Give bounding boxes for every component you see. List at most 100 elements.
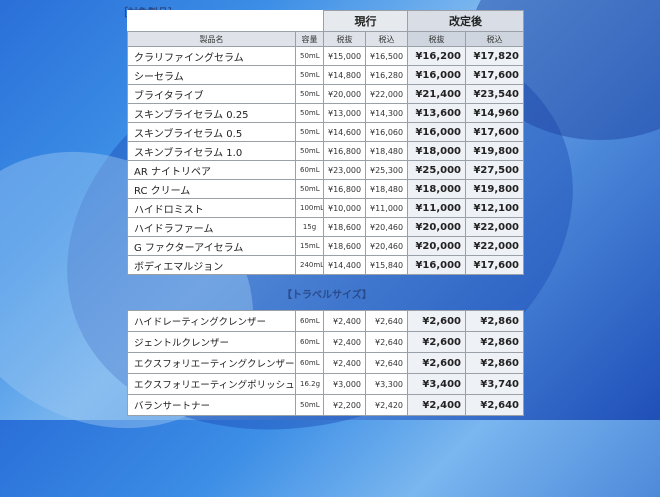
current-tax-excl-cell: ¥2,200: [323, 394, 366, 416]
product-name-cell: ハイドレーティングクレンザー: [127, 310, 296, 332]
product-name-cell: スキンブライセラム 1.0: [127, 141, 296, 161]
current-tax-excl-cell: ¥16,800: [323, 141, 366, 161]
capacity-cell: 50mL: [295, 84, 324, 104]
header-current-tax-excl: 税抜: [323, 31, 366, 47]
current-tax-excl-cell: ¥2,400: [323, 331, 366, 353]
new-tax-incl-cell: ¥2,860: [465, 331, 524, 353]
capacity-cell: 50mL: [295, 179, 324, 199]
table-row: スキンブライセラム 1.0 50mL ¥16,800 ¥18,480 ¥18,000 ¥1…: [127, 141, 524, 161]
capacity-cell: 60mL: [295, 352, 324, 374]
current-tax-excl-cell: ¥16,800: [323, 179, 366, 199]
current-tax-excl-cell: ¥3,000: [323, 373, 366, 395]
header-group-new: 改定後: [407, 10, 524, 32]
product-name-cell: ジェントルクレンザー: [127, 331, 296, 353]
current-tax-incl-cell: ¥3,300: [365, 373, 408, 395]
current-tax-incl-cell: ¥18,480: [365, 141, 408, 161]
new-tax-incl-cell: ¥19,800: [465, 179, 524, 199]
capacity-cell: 60mL: [295, 331, 324, 353]
current-tax-incl-cell: ¥25,300: [365, 160, 408, 180]
table-row: スキンブライセラム 0.25 50mL ¥13,000 ¥14,300 ¥13,600 ¥…: [127, 103, 524, 123]
current-tax-incl-cell: ¥18,480: [365, 179, 408, 199]
current-tax-incl-cell: ¥2,640: [365, 310, 408, 332]
new-tax-incl-cell: ¥2,860: [465, 310, 524, 332]
header-new-tax-excl: 税抜: [407, 31, 466, 47]
new-tax-excl-cell: ¥25,000: [407, 160, 466, 180]
product-name-cell: スキンブライセラム 0.5: [127, 122, 296, 142]
current-tax-excl-cell: ¥13,000: [323, 103, 366, 123]
current-tax-excl-cell: ¥2,400: [323, 310, 366, 332]
new-tax-excl-cell: ¥18,000: [407, 141, 466, 161]
current-tax-incl-cell: ¥20,460: [365, 236, 408, 256]
product-name-cell: スキンブライセラム 0.25: [127, 103, 296, 123]
current-tax-incl-cell: ¥11,000: [365, 198, 408, 218]
new-tax-excl-cell: ¥16,000: [407, 122, 466, 142]
new-tax-incl-cell: ¥22,000: [465, 217, 524, 237]
current-tax-excl-cell: ¥14,400: [323, 255, 366, 275]
header-current-tax-incl: 税込: [365, 31, 408, 47]
product-name-cell: ハイドラファーム: [127, 217, 296, 237]
product-name-cell: ボディエマルジョン: [127, 255, 296, 275]
table-row: エクスフォリエーティングポリッシュ 16.2g ¥3,000 ¥3,300 ¥3,400…: [127, 373, 524, 395]
product-name-cell: G ファクターアイセラム: [127, 236, 296, 256]
new-tax-excl-cell: ¥2,600: [407, 331, 466, 353]
new-tax-excl-cell: ¥16,000: [407, 255, 466, 275]
new-tax-incl-cell: ¥19,800: [465, 141, 524, 161]
product-name-cell: クラリファイングセラム: [127, 46, 296, 66]
current-tax-incl-cell: ¥15,840: [365, 255, 408, 275]
table-row: バランサートナー 50mL ¥2,200 ¥2,420 ¥2,400 ¥2,640: [127, 394, 524, 416]
table-row: ボディエマルジョン 240mL ¥14,400 ¥15,840 ¥16,000 ¥17,6…: [127, 255, 524, 275]
current-tax-incl-cell: ¥2,420: [365, 394, 408, 416]
product-name-cell: エクスフォリエーティングクレンザー: [127, 352, 296, 374]
new-tax-incl-cell: ¥22,000: [465, 236, 524, 256]
current-tax-excl-cell: ¥10,000: [323, 198, 366, 218]
table-row: ブライタライブ 50mL ¥20,000 ¥22,000 ¥21,400 ¥23,540: [127, 84, 524, 104]
current-tax-incl-cell: ¥16,280: [365, 65, 408, 85]
new-tax-incl-cell: ¥17,600: [465, 65, 524, 85]
table-row: AR ナイトリペア 60mL ¥23,000 ¥25,300 ¥25,000 ¥27,50…: [127, 160, 524, 180]
product-name-cell: バランサートナー: [127, 394, 296, 416]
current-tax-excl-cell: ¥2,400: [323, 352, 366, 374]
header-new-tax-incl: 税込: [465, 31, 524, 47]
current-tax-incl-cell: ¥16,500: [365, 46, 408, 66]
capacity-cell: 16.2g: [295, 373, 324, 395]
current-tax-excl-cell: ¥15,000: [323, 46, 366, 66]
current-tax-excl-cell: ¥18,600: [323, 236, 366, 256]
capacity-cell: 50mL: [295, 65, 324, 85]
header-capacity: 容量: [295, 31, 324, 47]
new-tax-excl-cell: ¥20,000: [407, 217, 466, 237]
products-price-table: 現行 改定後 製品名 容量 税抜 税込 税抜 税込 クラリファイングセラム 50m…: [127, 10, 524, 275]
product-name-cell: ブライタライブ: [127, 84, 296, 104]
new-tax-excl-cell: ¥3,400: [407, 373, 466, 395]
capacity-cell: 50mL: [295, 46, 324, 66]
new-tax-excl-cell: ¥2,400: [407, 394, 466, 416]
table-row: エクスフォリエーティングクレンザー 60mL ¥2,400 ¥2,640 ¥2,600 ¥…: [127, 352, 524, 374]
current-tax-excl-cell: ¥20,000: [323, 84, 366, 104]
new-tax-incl-cell: ¥14,960: [465, 103, 524, 123]
current-tax-incl-cell: ¥2,640: [365, 352, 408, 374]
current-tax-incl-cell: ¥22,000: [365, 84, 408, 104]
table-row: スキンブライセラム 0.5 50mL ¥14,600 ¥16,060 ¥16,000 ¥1…: [127, 122, 524, 142]
new-tax-excl-cell: ¥16,200: [407, 46, 466, 66]
new-tax-excl-cell: ¥21,400: [407, 84, 466, 104]
current-tax-excl-cell: ¥14,600: [323, 122, 366, 142]
new-tax-incl-cell: ¥17,600: [465, 255, 524, 275]
table-row: RC クリーム 50mL ¥16,800 ¥18,480 ¥18,000 ¥19,800: [127, 179, 524, 199]
product-name-cell: シーセラム: [127, 65, 296, 85]
new-tax-incl-cell: ¥27,500: [465, 160, 524, 180]
new-tax-excl-cell: ¥16,000: [407, 65, 466, 85]
current-tax-excl-cell: ¥18,600: [323, 217, 366, 237]
current-tax-incl-cell: ¥20,460: [365, 217, 408, 237]
capacity-cell: 50mL: [295, 141, 324, 161]
new-tax-excl-cell: ¥18,000: [407, 179, 466, 199]
new-tax-excl-cell: ¥11,000: [407, 198, 466, 218]
header-product-name: 製品名: [127, 31, 296, 47]
new-tax-incl-cell: ¥17,820: [465, 46, 524, 66]
table-row: G ファクターアイセラム 15mL ¥18,600 ¥20,460 ¥20,000 ¥22…: [127, 236, 524, 256]
travel-price-table: ハイドレーティングクレンザー 60mL ¥2,400 ¥2,640 ¥2,600 ¥2,8…: [127, 310, 524, 416]
table-row: クラリファイングセラム 50mL ¥15,000 ¥16,500 ¥16,200 ¥17,…: [127, 46, 524, 66]
table-row: ハイドレーティングクレンザー 60mL ¥2,400 ¥2,640 ¥2,600 ¥2,8…: [127, 310, 524, 332]
table-row: シーセラム 50mL ¥14,800 ¥16,280 ¥16,000 ¥17,600: [127, 65, 524, 85]
section-title-travel: 【トラベルサイズ】: [282, 290, 372, 301]
new-tax-incl-cell: ¥23,540: [465, 84, 524, 104]
capacity-cell: 100mL: [295, 198, 324, 218]
